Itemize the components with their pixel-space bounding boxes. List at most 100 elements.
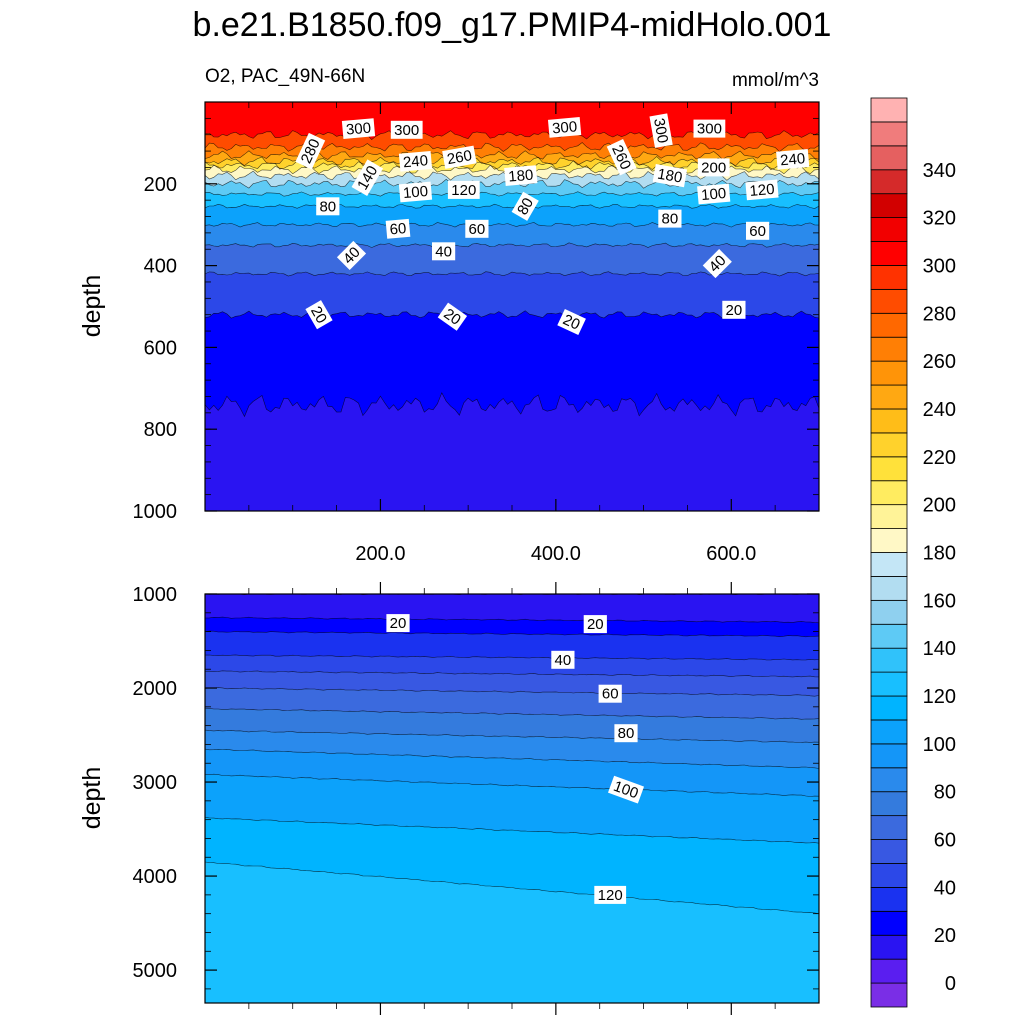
bottom-contour-line-70: [205, 707, 819, 720]
colorbar-swatch: [870, 145, 908, 171]
colorbar-tick-label: 200: [923, 495, 956, 517]
bottom-panel: 20 20 40 60 80 100 120 1000 2000 3000 4000 5000 de…: [78, 582, 820, 1015]
colorbar-swatch: [870, 671, 908, 697]
top-contour-label-text: 20: [307, 303, 330, 326]
bottom-contour-line-120: [205, 861, 819, 915]
top-contour-label-text: 60: [389, 220, 407, 238]
colorbar-swatch: [870, 312, 908, 338]
colorbar-swatch: [870, 576, 908, 601]
top-contour-label-text: 100: [402, 183, 428, 202]
top-x-tick-label: 400.0: [531, 543, 581, 565]
top-contour-label-box: [511, 191, 539, 221]
top-contour-label-box: [652, 163, 688, 188]
colorbar-tick-label: 320: [923, 208, 956, 230]
top-contour-label-box: [547, 117, 582, 138]
colorbar-swatch: [870, 288, 908, 314]
colorbar-swatch: [870, 432, 908, 458]
top-contour-label-box: [316, 197, 340, 216]
colorbar-swatch: [870, 456, 908, 482]
top-contour-label: 60: [385, 218, 411, 239]
top-contour-label-box: [390, 120, 423, 139]
top-y-tick-label: 1000: [133, 501, 178, 523]
colorbar-swatch: [870, 169, 908, 195]
colorbar-swatch: [870, 360, 908, 386]
bottom-contour-labels: 20 20 40 60 80 100 120: [386, 614, 645, 904]
colorbar-swatch: [870, 910, 908, 936]
colorbar-tick-label: 160: [923, 590, 956, 612]
bottom-contour-line-90: [205, 748, 819, 769]
top-contour-label-text: 60: [469, 221, 486, 238]
bottom-y-tick-label: 4000: [133, 866, 178, 888]
top-contour-label-text: 20: [726, 302, 743, 319]
top-axis-ticks: 200 400 600 800 1000 200.0 400.0 600.0: [133, 101, 819, 565]
top-contour-label-box: [442, 145, 477, 169]
bottom-contour-line-100: [205, 773, 819, 797]
bottom-band-20: [205, 594, 819, 623]
colorbar-swatch: [870, 480, 908, 506]
top-contour-label-text: 20: [440, 305, 463, 328]
bottom-contour-label: 60: [598, 684, 622, 703]
top-contour-line-80: [205, 242, 819, 248]
top-y-tick-label: 200: [144, 174, 177, 196]
bottom-contour-label-box: [614, 724, 638, 743]
colorbar-swatch: [870, 528, 908, 553]
bottom-contour-label-box: [551, 650, 575, 669]
colorbar-tick-label: 100: [923, 734, 956, 756]
bottom-contour-label-box: [583, 615, 607, 634]
colorbar-swatch: [870, 886, 908, 912]
bottom-contour-label-text: 60: [602, 686, 619, 703]
bottom-contour-label-text: 20: [390, 615, 407, 632]
bottom-contour-label-box: [594, 885, 627, 904]
colorbar-tick-label: 40: [934, 877, 956, 899]
top-contour-label: 60: [746, 221, 770, 240]
bottom-contour-label: 80: [614, 724, 638, 743]
top-contour-label-text: 40: [435, 243, 452, 260]
top-contour-label-text: 60: [749, 223, 766, 240]
top-contour-label-text: 300: [697, 121, 722, 138]
colorbar-swatch: [870, 336, 908, 362]
colorbar-swatch: [870, 599, 908, 625]
colorbar-tick-label: 220: [923, 447, 956, 469]
colorbar-swatch: [870, 647, 908, 673]
top-contour-label-text: 20: [560, 311, 582, 333]
top-contour-label-box: [606, 138, 637, 176]
top-contour-label-box: [693, 119, 726, 138]
top-contour-label: 300: [547, 117, 582, 138]
top-contour-label-box: [745, 179, 779, 201]
bottom-contour-label-text: 80: [618, 725, 635, 742]
colorbar-tick-label: 60: [934, 830, 956, 852]
top-contour-label-text: 120: [749, 181, 775, 200]
top-contour-label-box: [557, 308, 586, 336]
top-x-tick-label: 200.0: [355, 543, 405, 565]
colorbar-swatch: [870, 719, 908, 745]
bottom-contour-label-box: [598, 684, 622, 703]
colorbar-tick-label: 80: [934, 782, 956, 804]
bottom-contour-label-text: 20: [587, 616, 604, 633]
top-contour-label-box: [432, 242, 456, 261]
top-contour-label: 300: [649, 113, 673, 148]
top-contour-label: 100: [398, 181, 433, 203]
colorbar-swatch: [870, 743, 908, 769]
top-contour-label-box: [341, 118, 376, 139]
top-contour-label: 40: [336, 240, 367, 270]
top-contour-label-text: 80: [662, 211, 679, 228]
bottom-contour-line-110: [205, 817, 819, 844]
top-contour-label-box: [504, 165, 538, 186]
top-contour-label-box: [649, 113, 673, 148]
top-contour-label-box: [437, 302, 468, 331]
bottom-contour-label: 40: [551, 650, 575, 669]
top-x-tick-label: 600.0: [706, 543, 756, 565]
units-label: mmol/m^3: [732, 70, 819, 91]
colorbar-swatch: [870, 767, 908, 793]
bottom-contour-line-40: [205, 654, 819, 661]
top-contour-label-box: [465, 219, 489, 238]
colorbar-tick-label: 280: [923, 303, 956, 325]
top-contour-line-20: [205, 392, 819, 418]
top-contour-label-box: [398, 150, 433, 172]
colorbar-swatch: [870, 97, 908, 123]
bottom-contour-label: 20: [583, 615, 607, 634]
top-contour-label-text: 300: [394, 122, 419, 139]
bottom-contour-line-30: [205, 630, 819, 638]
